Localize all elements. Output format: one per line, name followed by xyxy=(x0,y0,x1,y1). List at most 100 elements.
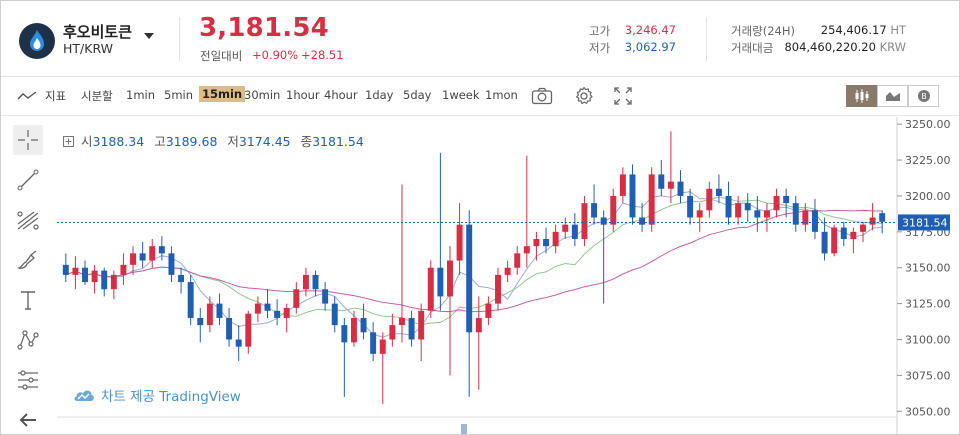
depth-chart-icon[interactable]: B xyxy=(908,85,939,107)
candle-body xyxy=(495,274,501,304)
y-tick-label: 3050.00 xyxy=(905,405,951,418)
chevron-down-icon[interactable] xyxy=(144,33,154,39)
back-arrow-icon[interactable] xyxy=(13,405,43,434)
candle xyxy=(811,198,818,240)
crosshair-icon[interactable] xyxy=(13,125,43,155)
candle-body xyxy=(120,264,127,275)
low-value: 3174.45 xyxy=(238,134,291,149)
candle xyxy=(802,203,809,232)
interval-5min[interactable]: 5min xyxy=(164,88,194,102)
candle-body xyxy=(648,174,655,225)
candlestick-chart[interactable]: 3250.003225.003200.003175.003150.003125.… xyxy=(57,117,959,435)
trend-line-icon[interactable] xyxy=(13,165,43,195)
y-tick-label: 3250.00 xyxy=(905,118,951,131)
candle xyxy=(677,170,684,204)
candle-chart-icon[interactable] xyxy=(846,85,877,107)
candle xyxy=(466,210,473,397)
candle xyxy=(206,296,213,333)
timeframe-button[interactable]: 시분할 xyxy=(81,89,113,103)
interval-1hour[interactable]: 1hour xyxy=(286,88,320,102)
candle-body xyxy=(744,203,751,211)
candle-body xyxy=(197,317,204,326)
high-label: 고 xyxy=(154,134,166,149)
candle xyxy=(504,260,511,283)
candle-body xyxy=(658,174,665,189)
change-rate: +0.90% xyxy=(252,48,299,62)
fullscreen-icon[interactable] xyxy=(611,85,635,107)
candle xyxy=(82,260,88,285)
candle-body xyxy=(475,317,482,333)
candle-body xyxy=(216,303,223,318)
indicator-button[interactable]: 지표 xyxy=(45,89,67,103)
gear-icon[interactable] xyxy=(572,85,596,107)
candle-body xyxy=(466,224,473,333)
candle xyxy=(591,184,598,225)
amount-label: 거래대금 xyxy=(731,41,774,55)
candle xyxy=(667,131,674,204)
candle-body xyxy=(783,195,790,204)
candle xyxy=(264,289,271,318)
low-label: 저 xyxy=(227,134,239,149)
candle-body xyxy=(379,339,386,354)
interval-1week[interactable]: 1week xyxy=(442,88,480,102)
candles xyxy=(62,131,886,405)
candle xyxy=(72,256,79,290)
candle-body xyxy=(811,210,818,232)
volume-label: 거래량(24H) xyxy=(731,24,795,38)
camera-icon[interactable] xyxy=(530,85,554,107)
candle-body xyxy=(437,267,444,297)
candle xyxy=(322,282,329,311)
candle-body xyxy=(485,303,492,318)
candle xyxy=(562,217,569,240)
y-tick-label: 3200.00 xyxy=(905,190,951,203)
time-scroll-handle[interactable] xyxy=(461,424,467,434)
candle xyxy=(879,210,886,234)
candle xyxy=(773,188,780,218)
last-price-tag xyxy=(898,214,950,231)
candle-body xyxy=(226,317,233,340)
brush-icon[interactable] xyxy=(13,245,43,275)
interval-30min[interactable]: 30min xyxy=(244,88,281,102)
y-tick-label: 3100.00 xyxy=(905,333,951,346)
candle xyxy=(216,293,223,326)
high-value: 3189.68 xyxy=(165,134,218,149)
candle-body xyxy=(514,253,521,268)
candle xyxy=(610,188,617,232)
candle-body xyxy=(264,303,271,311)
candle xyxy=(456,203,463,275)
area-chart-icon[interactable] xyxy=(877,85,908,107)
pattern-tool-icon[interactable] xyxy=(13,325,43,355)
candle-body xyxy=(398,317,405,326)
candle-body xyxy=(447,260,453,297)
interval-5day[interactable]: 5day xyxy=(403,88,432,102)
tradingview-watermark[interactable]: 차트 제공 TradingView xyxy=(73,385,241,405)
watermark-text: 차트 제공 TradingView xyxy=(101,389,241,405)
candle-body xyxy=(879,213,886,222)
fib-tool-icon[interactable] xyxy=(13,205,43,235)
candle-body xyxy=(360,317,367,333)
candle-body xyxy=(370,332,377,354)
candle xyxy=(552,224,559,254)
interval-4hour[interactable]: 4hour xyxy=(324,88,358,102)
interval-1min[interactable]: 1min xyxy=(126,88,156,102)
candle xyxy=(120,253,127,285)
interval-1mon[interactable]: 1mon xyxy=(485,88,518,102)
measure-tool-icon[interactable] xyxy=(13,365,43,395)
line-chart-icon[interactable] xyxy=(15,85,39,107)
interval-15min[interactable]: 15min xyxy=(199,86,246,102)
candle xyxy=(341,317,348,397)
candle-body xyxy=(168,253,175,275)
candle xyxy=(158,236,165,261)
candle-body xyxy=(149,246,156,261)
plus-square-icon[interactable] xyxy=(63,136,74,147)
current-price: 3,181.54 xyxy=(199,13,329,43)
drawing-toolbar xyxy=(1,117,53,434)
candle-body xyxy=(341,325,348,343)
candle xyxy=(639,203,646,232)
trading-pair: HT/KRW xyxy=(63,41,113,56)
candle xyxy=(600,210,607,304)
interval-1day[interactable]: 1day xyxy=(365,88,394,102)
amount-unit: KRW xyxy=(879,40,906,54)
candle xyxy=(312,270,319,297)
text-tool-icon[interactable] xyxy=(13,285,43,315)
